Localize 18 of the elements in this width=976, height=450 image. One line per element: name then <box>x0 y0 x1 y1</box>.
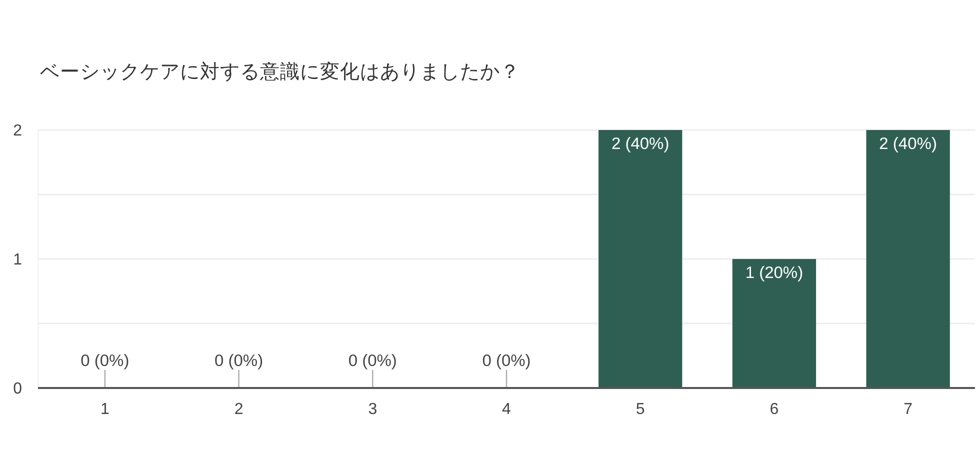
x-tick-label: 4 <box>502 401 512 418</box>
title: ベーシックケアに対する意識に変化はありましたか？ <box>40 61 520 83</box>
y-tick-label: 0 <box>13 380 22 398</box>
data-label: 2 (40%) <box>879 135 937 153</box>
data-label: 1 (20%) <box>745 264 804 282</box>
x-tick-label: 3 <box>368 401 378 418</box>
y-tick-label: 1 <box>13 252 22 268</box>
data-label: 2 (40%) <box>611 135 670 153</box>
data-label: 0 (0%) <box>214 352 264 370</box>
x-tick-label: 7 <box>904 401 913 418</box>
x-tick-label: 1 <box>100 401 110 418</box>
x-tick-label: 6 <box>770 401 779 418</box>
x-tick-label: 5 <box>636 401 645 418</box>
data-label: 0 (0%) <box>482 352 531 370</box>
data-label: 0 (0%) <box>348 352 397 370</box>
data-label: 0 (0%) <box>80 352 130 370</box>
x-tick-label: 2 <box>234 401 244 418</box>
y-tick-label: 2 <box>13 122 22 140</box>
